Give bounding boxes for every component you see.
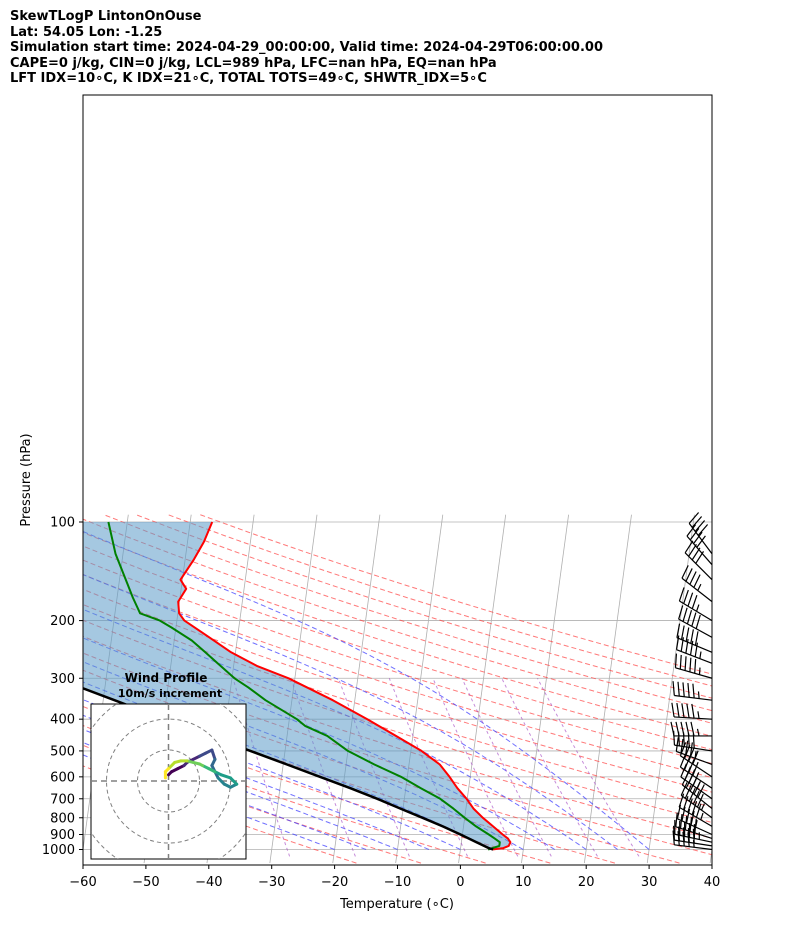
isotherm-line xyxy=(0,515,2,863)
hodograph-segment xyxy=(210,748,217,761)
wind-barb xyxy=(670,721,712,737)
moist-adiabat xyxy=(83,699,461,850)
isotherm-line xyxy=(583,514,632,864)
x-tick-label: −10 xyxy=(384,875,411,890)
isotherm-line xyxy=(709,846,712,864)
isotherm-line xyxy=(521,514,569,864)
dry-adiabat xyxy=(83,619,712,823)
y-tick-label: 100 xyxy=(50,516,75,531)
x-tick-label: −30 xyxy=(258,875,285,890)
wind-barb xyxy=(676,623,713,653)
wind-barb xyxy=(686,524,713,566)
cape-area xyxy=(83,522,511,850)
parcel-line xyxy=(83,686,494,851)
y-tick-label: 300 xyxy=(50,672,75,687)
stability-indices-2: LFT IDX=10∘C, K IDX=21∘C, TOTAL TOTS=49∘… xyxy=(10,71,487,86)
simulation-times: Simulation start time: 2024-04-29_00:00:… xyxy=(10,40,603,55)
wind-barb xyxy=(678,605,713,638)
mixing-ratio-line xyxy=(461,678,552,857)
x-tick-label: 20 xyxy=(578,875,595,890)
moist-adiabat xyxy=(83,574,618,850)
wind-barb xyxy=(681,565,713,603)
dry-adiabat xyxy=(83,669,680,864)
station-coordinates: Lat: 54.05 Lon: -1.25 xyxy=(10,24,163,40)
mixing-ratio-line xyxy=(232,678,291,857)
dry-adiabat xyxy=(167,514,712,687)
profile-lines xyxy=(83,521,512,851)
x-tick-label: 0 xyxy=(456,875,464,890)
x-axis: −60 −50 −40 −30 −20 −10 0 10 20 30 40 xyxy=(69,865,720,890)
y-axis-label: Pressure (hPa) xyxy=(19,433,34,526)
mixing-ratio-line xyxy=(290,678,356,857)
x-tick-label: −20 xyxy=(321,875,348,890)
y-tick-label: 700 xyxy=(50,792,75,807)
isotherm-line xyxy=(646,514,695,864)
chart-title: SkewTLogP LintonOnOuse xyxy=(10,9,202,24)
stability-indices-1: CAPE=0 j/kg, CIN=0 j/kg, LCL=989 hPa, LF… xyxy=(10,55,497,71)
temperature-line xyxy=(177,521,512,851)
x-tick-label: −40 xyxy=(195,875,222,890)
mixing-ratio-line xyxy=(388,678,469,857)
mixing-ratio-line xyxy=(537,678,640,857)
y-tick-label: 500 xyxy=(50,744,75,759)
y-tick-label: 1000 xyxy=(42,843,75,858)
chart-header: SkewTLogP LintonOnOuse Lat: 54.05 Lon: -… xyxy=(10,9,603,87)
y-tick-label: 400 xyxy=(50,713,75,728)
hodograph-title: Wind Profile xyxy=(125,671,208,685)
dry-adiabat xyxy=(83,574,712,779)
hodograph-inset: Wind Profile 10m/s increment xyxy=(90,671,247,860)
moist-adiabat xyxy=(83,530,650,850)
x-tick-label: 30 xyxy=(641,875,658,890)
wind-barbs xyxy=(670,512,713,851)
wind-barb xyxy=(672,681,713,701)
wind-barb xyxy=(676,804,713,836)
dry-adiabat xyxy=(83,588,712,793)
isotherm-line xyxy=(773,515,794,863)
hodograph-ring xyxy=(137,749,200,813)
x-tick-label: 10 xyxy=(515,875,532,890)
wind-barb xyxy=(688,512,713,555)
x-axis-label: Temperature (∘C) xyxy=(339,897,454,912)
wind-barb xyxy=(679,753,713,789)
dry-adiabat xyxy=(135,514,712,699)
x-tick-label: −50 xyxy=(132,875,159,890)
isotherm-line xyxy=(332,514,381,864)
y-tick-label: 800 xyxy=(50,811,75,826)
hodograph-segment xyxy=(219,773,232,780)
moist-adiabat xyxy=(83,714,430,850)
wind-barb xyxy=(678,587,713,622)
dry-adiabat xyxy=(83,518,712,724)
dewpoint-line xyxy=(107,521,501,851)
hodograph-ring xyxy=(106,718,231,844)
wind-barb xyxy=(674,653,713,679)
x-tick-label: −60 xyxy=(69,875,96,890)
mixing-ratio-line xyxy=(501,678,598,857)
dry-adiabat xyxy=(83,765,357,864)
wind-barb xyxy=(671,702,713,720)
y-tick-label: 900 xyxy=(50,828,75,843)
y-tick-label: 600 xyxy=(50,770,75,785)
wind-barb xyxy=(680,782,713,819)
hodograph-subtitle: 10m/s increment xyxy=(118,687,222,700)
cape-fill xyxy=(83,522,511,850)
wind-barb xyxy=(673,825,713,847)
y-tick-label: 200 xyxy=(50,614,75,629)
dry-adiabat xyxy=(83,559,712,765)
x-tick-label: 40 xyxy=(704,875,721,890)
dry-adiabat xyxy=(83,531,712,737)
